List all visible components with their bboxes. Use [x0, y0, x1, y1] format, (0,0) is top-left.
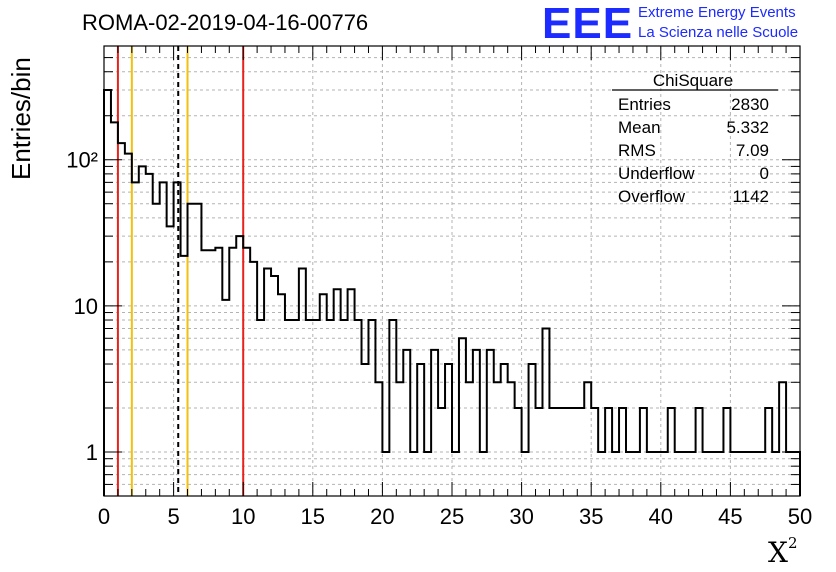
- x-tick-label: 35: [579, 504, 603, 529]
- y-tick-label: 1: [86, 440, 98, 465]
- y-tick-labels: 1 10 10²: [66, 148, 98, 465]
- x-tick-label: 45: [718, 504, 742, 529]
- stats-row-label: Overflow: [618, 187, 686, 206]
- x-tick-label: 20: [370, 504, 394, 529]
- y-tick-label: 10: [74, 294, 98, 319]
- x-axis-label: X2: [768, 533, 798, 569]
- stats-row-value: 5.332: [726, 118, 769, 137]
- x-tick-label: 30: [509, 504, 533, 529]
- stats-box: ChiSquare Entries 2830 Mean 5.332 RMS 7.09 Und…: [612, 71, 778, 206]
- x-tick-label: 40: [649, 504, 673, 529]
- y-tick-label: 10²: [66, 148, 98, 173]
- stats-title: ChiSquare: [653, 71, 733, 90]
- eee-logo-mark: EEE: [542, 0, 634, 48]
- chart-title: ROMA-02-2019-04-16-00776: [82, 10, 369, 35]
- x-tick-label: 25: [440, 504, 464, 529]
- x-tick-label: 10: [231, 504, 255, 529]
- stats-row-value: 7.09: [736, 141, 769, 160]
- stats-row-value: 1142: [732, 187, 769, 206]
- x-tick-label: 5: [167, 504, 179, 529]
- axis-ticks: [103, 46, 801, 496]
- marker-lines: [116, 46, 245, 496]
- logo-line-1: Extreme Energy Events: [638, 4, 796, 21]
- histogram-series: [103, 88, 801, 496]
- stats-row-label: Entries: [618, 95, 671, 114]
- stats-row-label: Underflow: [618, 164, 695, 183]
- stats-row-value: 2830: [731, 95, 769, 114]
- logo-line-2: La Scienza nelle Scuole: [638, 24, 799, 41]
- x-tick-labels: 0 5 10 15 20 25 30 35 40 45 50: [98, 504, 812, 529]
- x-tick-label: 0: [98, 504, 110, 529]
- x-tick-label: 50: [788, 504, 812, 529]
- stats-row-value: 0: [760, 164, 769, 183]
- stats-row-label: Mean: [618, 118, 661, 137]
- stats-row-label: RMS: [618, 141, 656, 160]
- x-tick-label: 15: [301, 504, 325, 529]
